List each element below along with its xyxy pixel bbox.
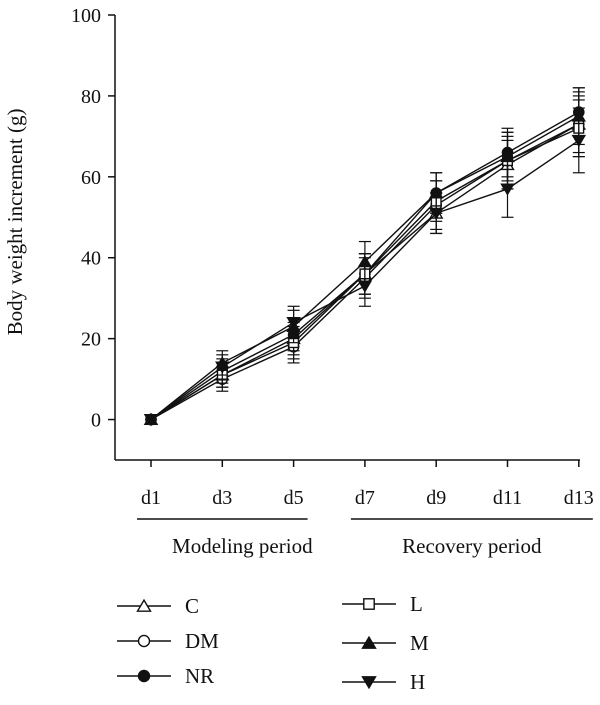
series-h bbox=[143, 107, 587, 427]
data-point bbox=[286, 316, 301, 330]
legend-label: L bbox=[410, 592, 423, 616]
period-groups: Modeling period Recovery period bbox=[137, 518, 593, 558]
y-tick-label: 40 bbox=[81, 248, 101, 270]
y-tick-label: 60 bbox=[81, 167, 101, 189]
legend-marker bbox=[137, 634, 151, 648]
y-axis-label: Body weight increment (g) bbox=[3, 109, 27, 336]
y-tick-label: 100 bbox=[71, 5, 101, 27]
legend-marker bbox=[136, 598, 152, 612]
legend-label: DM bbox=[185, 629, 219, 653]
data-point bbox=[215, 361, 230, 374]
data-point bbox=[500, 183, 515, 196]
legend-marker bbox=[361, 676, 377, 690]
period-label: Modeling period bbox=[172, 534, 313, 558]
legend-marker bbox=[363, 598, 375, 610]
x-tick-label: d13 bbox=[564, 487, 594, 509]
legend-item-dm: DM bbox=[117, 629, 219, 653]
data-point bbox=[428, 207, 444, 221]
legend-item-m: M bbox=[342, 631, 429, 655]
legend-label: C bbox=[185, 594, 199, 618]
x-tick-label: d11 bbox=[493, 487, 522, 509]
legend: C DM NR LMH bbox=[117, 592, 429, 694]
y-tick-label: 20 bbox=[81, 329, 101, 351]
x-tick-label: d7 bbox=[355, 487, 375, 509]
x-tick-label: d1 bbox=[141, 487, 161, 509]
legend-item-c: C bbox=[117, 594, 199, 618]
legend-label: M bbox=[410, 631, 429, 655]
data-point bbox=[571, 134, 587, 148]
legend-label: NR bbox=[185, 664, 214, 688]
x-tick-label: d9 bbox=[426, 487, 446, 509]
x-tick-label: d3 bbox=[212, 487, 232, 509]
legend-item-h: H bbox=[342, 670, 425, 694]
series-m bbox=[143, 87, 587, 426]
legend-item-l: L bbox=[342, 592, 423, 616]
legend-marker bbox=[137, 669, 151, 683]
data-point bbox=[143, 414, 159, 427]
legend-label: H bbox=[410, 670, 425, 694]
y-tick-label: 0 bbox=[91, 410, 101, 432]
legend-item-nr: NR bbox=[117, 664, 214, 688]
y-tick-label: 80 bbox=[81, 86, 101, 108]
legend-marker bbox=[361, 635, 377, 649]
data-point bbox=[357, 280, 373, 293]
axes: 0 20 40 60 80 100 d1 d3 d5 d7 d9 d11 d13 bbox=[71, 5, 594, 509]
series-layer bbox=[143, 87, 587, 427]
x-tick-label: d5 bbox=[284, 487, 304, 509]
period-label: Recovery period bbox=[402, 534, 542, 558]
